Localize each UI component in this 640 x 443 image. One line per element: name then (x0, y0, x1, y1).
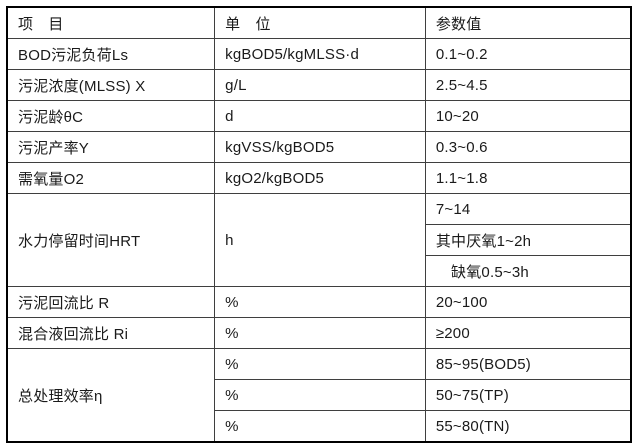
unit-cell: % (214, 379, 426, 411)
value-cell: ≥200 (424, 317, 632, 349)
row-hrt-total: 水力停留时间HRT h 7~14 (6, 193, 632, 287)
item-cell: 总处理效率η (6, 348, 216, 443)
value-cell: 85~95(BOD5) (424, 348, 632, 380)
item-cell: 污泥龄θC (6, 100, 216, 132)
item-cell: BOD污泥负荷Ls (6, 38, 216, 70)
unit-cell: g/L (214, 69, 426, 101)
row-mixed-liquor-return-ratio: 混合液回流比 Ri % ≥200 (6, 317, 632, 349)
row-hrt-anaerobic: 其中厌氧1~2h (7, 224, 632, 256)
value-cell: 55~80(TN) (424, 410, 632, 443)
value-cell: 1.1~1.8 (424, 162, 632, 194)
value-cell: 50~75(TP) (424, 379, 632, 411)
header-unit: 单 位 (214, 6, 426, 39)
row-sludge-age: 污泥龄θC d 10~20 (6, 100, 632, 132)
unit-cell: % (214, 348, 426, 380)
unit-cell: % (214, 410, 426, 443)
value-cell: 7~14 (424, 193, 632, 225)
unit-cell: d (214, 100, 426, 132)
row-bod-sludge-load: BOD污泥负荷Ls kgBOD5/kgMLSS·d 0.1~0.2 (6, 38, 632, 70)
item-cell: 污泥浓度(MLSS) X (6, 69, 216, 101)
item-cell: 污泥回流比 R (6, 286, 216, 318)
value-cell: 缺氧0.5~3h (424, 255, 632, 287)
row-efficiency-tn: % 55~80(TN) (7, 410, 632, 443)
value-cell: 0.3~0.6 (424, 131, 632, 163)
value-cell: 0.1~0.2 (424, 38, 632, 70)
row-efficiency-tp: % 50~75(TP) (7, 379, 632, 411)
row-mlss-concentration: 污泥浓度(MLSS) X g/L 2.5~4.5 (6, 69, 632, 101)
header-item: 项 目 (6, 6, 216, 39)
row-efficiency-bod5: 总处理效率η % 85~95(BOD5) (6, 348, 632, 443)
header-value: 参数值 (424, 6, 632, 39)
value-cell: 20~100 (424, 286, 632, 318)
item-cell: 水力停留时间HRT (6, 193, 216, 287)
row-hrt-anoxic: 缺氧0.5~3h (7, 255, 632, 287)
unit-cell: kgVSS/kgBOD5 (214, 131, 426, 163)
value-cell: 10~20 (424, 100, 632, 132)
unit-cell: % (214, 317, 426, 349)
value-cell: 其中厌氧1~2h (424, 224, 632, 256)
item-cell: 需氧量O2 (6, 162, 216, 194)
row-oxygen-demand: 需氧量O2 kgO2/kgBOD5 1.1~1.8 (6, 162, 632, 194)
item-cell: 混合液回流比 Ri (6, 317, 216, 349)
parameters-table-container: 项 目 单 位 参数值 BOD污泥负荷Ls kgBOD5/kgMLSS·d 0.… (6, 6, 632, 443)
value-cell: 2.5~4.5 (424, 69, 632, 101)
unit-cell: kgBOD5/kgMLSS·d (214, 38, 426, 70)
unit-cell: kgO2/kgBOD5 (214, 162, 426, 194)
row-sludge-return-ratio: 污泥回流比 R % 20~100 (6, 286, 632, 318)
item-cell: 污泥产率Y (6, 131, 216, 163)
unit-cell: % (214, 286, 426, 318)
header-row: 项 目 单 位 参数值 (6, 6, 632, 39)
unit-cell: h (214, 193, 426, 287)
design-parameters-table: 项 目 单 位 参数值 BOD污泥负荷Ls kgBOD5/kgMLSS·d 0.… (6, 6, 632, 443)
row-sludge-yield: 污泥产率Y kgVSS/kgBOD5 0.3~0.6 (6, 131, 632, 163)
